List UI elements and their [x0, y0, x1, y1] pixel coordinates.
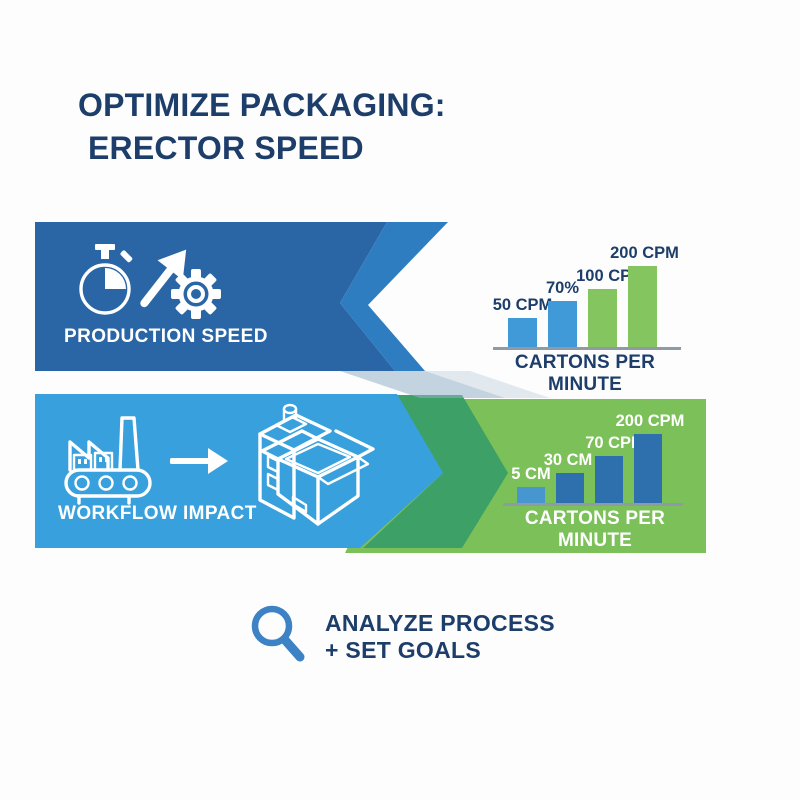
cpm-chart-production: 50 CPM 70% 100 CPM 200 CPM: [490, 240, 690, 380]
bar-value-label: 50 CPM: [492, 296, 553, 314]
bar: [634, 434, 662, 503]
bar: [628, 266, 657, 347]
chart-baseline: [493, 347, 681, 350]
bar: [508, 318, 537, 347]
gear-icon: [171, 269, 221, 319]
bar: [517, 487, 545, 503]
chart-baseline: [503, 503, 683, 506]
production-speed-label: PRODUCTION SPEED: [64, 326, 268, 347]
page-title: OPTIMIZE PACKAGING: ERECTOR SPEED: [78, 84, 446, 170]
bar: [556, 473, 584, 503]
blue-chevron-stripe: [340, 222, 448, 371]
growth-arrow-icon: [140, 249, 187, 308]
workflow-impact-label: WORKFLOW IMPACT: [58, 503, 257, 524]
title-line-2: ERECTOR SPEED: [88, 130, 364, 166]
bar-value-label: 200 CPM: [610, 244, 679, 262]
teal-chevron: [363, 395, 508, 548]
bar-value-label: 70%: [545, 279, 580, 297]
title-line-1: OPTIMIZE PACKAGING:: [78, 87, 446, 123]
bar-value-label: 200 CPM: [615, 412, 685, 430]
chart-caption-production: CARTONS PER MINUTE: [514, 352, 656, 395]
chart-caption-workflow: CARTONS PER MINUTE: [524, 508, 666, 551]
stopwatch-icon: [79, 244, 133, 315]
carton-erector-icon: [258, 403, 375, 526]
bar: [548, 301, 577, 347]
footer-line-2: + SET GOALS: [325, 637, 482, 663]
magnifier-icon: [251, 605, 305, 662]
transition-stripe-2: [425, 371, 550, 398]
factory-conveyor-icon: [64, 416, 152, 505]
bar-value-label: 5 CM: [511, 465, 551, 483]
footer-text: ANALYZE PROCESS + SET GOALS: [325, 610, 555, 664]
bar-value-label: 70 CPM: [585, 434, 645, 452]
bar: [588, 289, 617, 347]
transition-stripe-1: [340, 371, 505, 398]
cpm-chart-workflow: 5 CM 30 CM 70 CPM 200 CPM: [500, 412, 690, 530]
bar-value-label: 30 CM: [543, 451, 593, 469]
bar-value-label: 100 CPM: [576, 267, 645, 285]
footer-line-1: ANALYZE PROCESS: [325, 610, 555, 636]
right-arrow-icon: [170, 448, 228, 474]
bar: [595, 456, 623, 503]
